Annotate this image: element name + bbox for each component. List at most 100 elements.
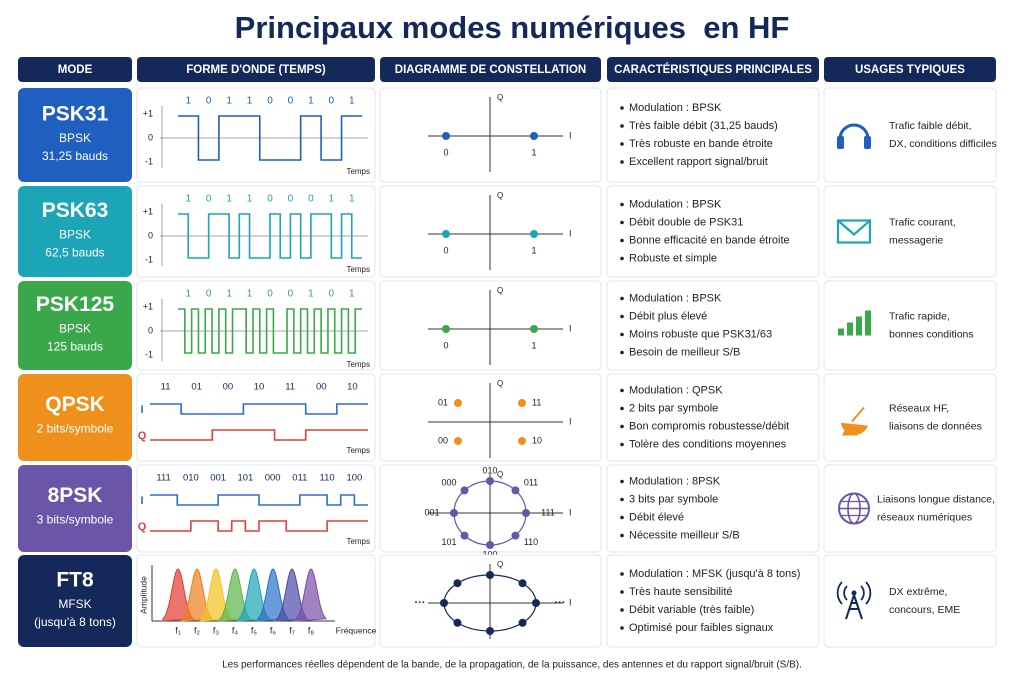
bullet (620, 626, 624, 630)
bullet (620, 608, 624, 612)
bullet (620, 106, 624, 110)
cell (823, 554, 997, 648)
icon-part (847, 322, 853, 336)
bullet (620, 296, 624, 301)
usage-text: Trafic rapide, (889, 310, 950, 322)
q-axis-label: Q (497, 286, 503, 295)
ellipsis: ··· (415, 597, 426, 609)
constellation-point (518, 399, 526, 407)
constellation-point (440, 599, 448, 607)
bullet (620, 515, 624, 520)
constellation-point (511, 486, 520, 495)
symbol-label: 00 (316, 382, 327, 393)
feature-item: Débit plus élevé (629, 310, 707, 322)
feature-item: Modulation : BPSK (629, 292, 722, 304)
icon-part (836, 581, 872, 605)
freq-label: f₅ (251, 625, 258, 635)
mode-detail: BPSK (59, 322, 91, 336)
point-label: 100 (482, 549, 497, 559)
point-label: 110 (524, 537, 538, 547)
mode-cell (18, 88, 132, 182)
waveform (178, 115, 362, 161)
footer-note: Les performances réelles dépendent de la… (222, 660, 802, 671)
feature-item: Nécessite meilleur S/B (629, 529, 740, 541)
freq-label: f₂ (194, 625, 201, 635)
cell (136, 280, 376, 371)
feature-item: Modulation : BPSK (629, 102, 722, 114)
point-label: 001 (424, 507, 439, 517)
frequency-label: Fréquence (336, 625, 377, 635)
cell (823, 87, 997, 183)
time-label: Temps (346, 167, 370, 176)
feature-item: Modulation : BPSK (629, 198, 722, 210)
amplitude-label: Amplitude (138, 576, 148, 614)
icon-part (856, 316, 862, 336)
freq-label: f₁ (175, 625, 181, 635)
icon-part (851, 406, 865, 423)
i-axis-label: I (569, 130, 572, 140)
level-label: 0 (148, 132, 153, 142)
point-label: 0 (443, 340, 448, 350)
constellation-point (460, 486, 469, 495)
feature-item: Moins robuste que PSK31/63 (629, 328, 772, 340)
point-label: 101 (441, 537, 456, 547)
feature-item: Besoin de meilleur S/B (629, 346, 740, 358)
bullet (620, 424, 624, 429)
mode-name: PSK125 (36, 293, 115, 316)
bullet (620, 533, 624, 538)
freq-label: f₄ (232, 625, 239, 635)
mode-name: 8PSK (48, 484, 103, 507)
bit-label: 0 (288, 194, 294, 205)
i-axis-label: I (569, 597, 572, 607)
symbol-label: 111 (156, 473, 170, 484)
cell (823, 280, 997, 371)
symbol-label: 100 (346, 473, 362, 484)
mode-detail: BPSK (59, 228, 91, 242)
time-label: Temps (346, 446, 370, 455)
level-label: +1 (143, 301, 153, 311)
time-label: Temps (346, 537, 370, 546)
point-label: 1 (531, 147, 536, 157)
bullet (620, 388, 624, 393)
mode-detail: 2 bits/symbole (37, 422, 114, 436)
usage-icon (837, 123, 871, 149)
i-axis-label: I (569, 507, 572, 517)
level-label: +1 (143, 108, 153, 118)
symbol-label: 10 (347, 382, 358, 393)
constellation-point (518, 579, 527, 588)
cell (606, 554, 820, 648)
time-label: Temps (346, 360, 370, 369)
feature-item: Débit variable (très faible) (629, 604, 754, 616)
constellation-point (522, 509, 530, 517)
bullet (620, 202, 624, 207)
point-label: 111 (541, 507, 555, 517)
mode-name: QPSK (45, 393, 105, 416)
i-axis-label: I (569, 323, 572, 333)
bullet (620, 497, 624, 502)
bit-label: 1 (329, 194, 335, 205)
symbol-label: 001 (210, 473, 226, 484)
feature-item: Très faible débit (31,25 bauds) (629, 120, 778, 132)
bit-label: 1 (247, 289, 253, 300)
bit-label: 1 (349, 194, 355, 205)
symbol-label: 010 (183, 473, 199, 484)
symbol-label: 110 (320, 473, 335, 484)
usage-text: Liaisons longue distance, (877, 493, 995, 505)
bit-label: 1 (226, 96, 232, 107)
bit-label: 1 (247, 194, 253, 205)
bit-label: 0 (267, 194, 273, 205)
bit-label: 0 (267, 96, 273, 107)
q-axis-label: Q (497, 191, 503, 200)
icon-part (836, 219, 872, 244)
symbol-label: 00 (223, 382, 234, 393)
feature-item: Modulation : MFSK (jusqu'à 8 tons) (629, 568, 800, 580)
bit-label: 1 (349, 96, 355, 107)
usage-icon (838, 310, 871, 336)
bit-label: 1 (226, 289, 232, 300)
constellation-point (454, 399, 462, 407)
point-label: 0 (443, 245, 448, 255)
symbol-label: 011 (292, 473, 307, 484)
feature-item: Excellent rapport signal/bruit (629, 156, 768, 168)
feature-item: Bonne efficacité en bande étroite (629, 234, 790, 246)
